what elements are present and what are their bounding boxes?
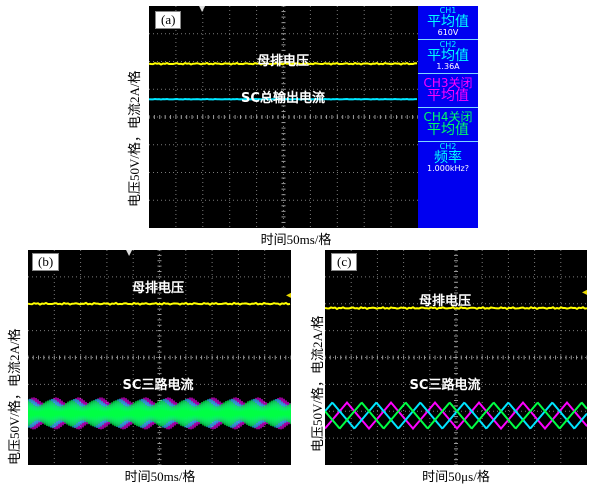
sidebar-block-ch1: CH1 平均值 610V [418,6,478,40]
measurement-sidebar: CH1 平均值 610V CH2 平均值 1.36A CH3关闭 平均值 CH4… [418,6,478,228]
sidebar-freq-ch-label: CH2 [439,142,457,151]
sidebar-ch1-title: 平均值 [427,14,469,30]
panel-tag-b: (b) [32,253,60,271]
y-axis-label-a: 电压50V/格，电流2A/格 [127,70,142,207]
scope-plot-c [325,250,587,465]
sidebar-ch4-title: 平均值 [427,122,469,138]
scope-screen-a: (a) 母排电压 SC总输出电流 ▼ [149,6,418,228]
y-axis-label-b: 电压50V/格，电流2A/格 [7,328,22,465]
sidebar-block-freq: CH2 频率 1.000kHz? [418,142,478,175]
sidebar-ch2-label: CH2 [439,40,457,49]
sidebar-ch2-value: 1.36A [436,62,460,71]
sidebar-ch3-title: 平均值 [427,88,469,104]
sc-three-phase-current-trace-c [325,401,587,431]
current-phase-0 [325,401,587,431]
sidebar-block-ch4: CH4关闭 平均值 [418,108,478,142]
sidebar-ch4-label: CH4关闭 [423,110,473,124]
panel-tag-a: (a) [155,11,182,29]
scope-plot-b [28,250,291,465]
scope-screen-c: (c) 母排电压 SC三路电流 [325,250,587,465]
x-axis-label-a: 时间50ms/格 [260,232,332,247]
scope-grid [28,250,291,465]
sidebar-ch1-label: CH1 [439,6,457,15]
bus-voltage-label-b: 母排电压 [131,281,185,296]
current-ripple-2 [28,400,291,427]
current-phase-2 [325,401,587,430]
trigger-marker-a: ▼ [199,6,206,13]
scope-screen-b: (b) 母排电压 SC三路电流 ▼ [28,250,291,465]
sc-three-phase-current-label-b: SC三路电流 [122,378,194,393]
sidebar-freq-title: 频率 [434,150,462,166]
x-axis-label-b: 时间50ms/格 [124,469,196,484]
sidebar-freq-value: 1.000kHz? [427,164,469,173]
sidebar-ch2-title: 平均值 [427,48,469,64]
scope-grid [325,250,587,465]
sc-total-current-label-a: SC总输出电流 [241,91,325,106]
bus-voltage-label-c: 母排电压 [418,294,472,309]
bus-voltage-trace-b [28,301,291,306]
trigger-marker-b: ▼ [126,250,133,257]
sc-total-current-trace-a [149,97,418,101]
scope-grid [149,6,418,228]
bus-voltage-trace-a [149,61,418,66]
bus-voltage-trace-c [325,306,587,311]
sidebar-block-ch3: CH3关闭 平均值 [418,74,478,108]
x-axis-label-c: 时间50μs/格 [422,469,490,484]
y-axis-label-c: 电压50V/格，电流2A/格 [310,315,325,452]
sidebar-ch3-label: CH3关闭 [423,76,473,90]
scope-plot-a [149,6,418,228]
sc-three-phase-current-trace-b [28,397,291,430]
panel-tag-c: (c) [331,253,358,271]
bus-voltage-label-a: 母排电压 [256,54,310,69]
trigger-level-marker-b: ◂ [286,290,292,301]
sc-three-phase-current-label-c: SC三路电流 [409,378,481,393]
trigger-level-marker-c: ◂ [582,287,588,298]
sidebar-ch1-value: 610V [437,28,459,37]
sidebar-block-ch2: CH2 平均值 1.36A [418,40,478,74]
